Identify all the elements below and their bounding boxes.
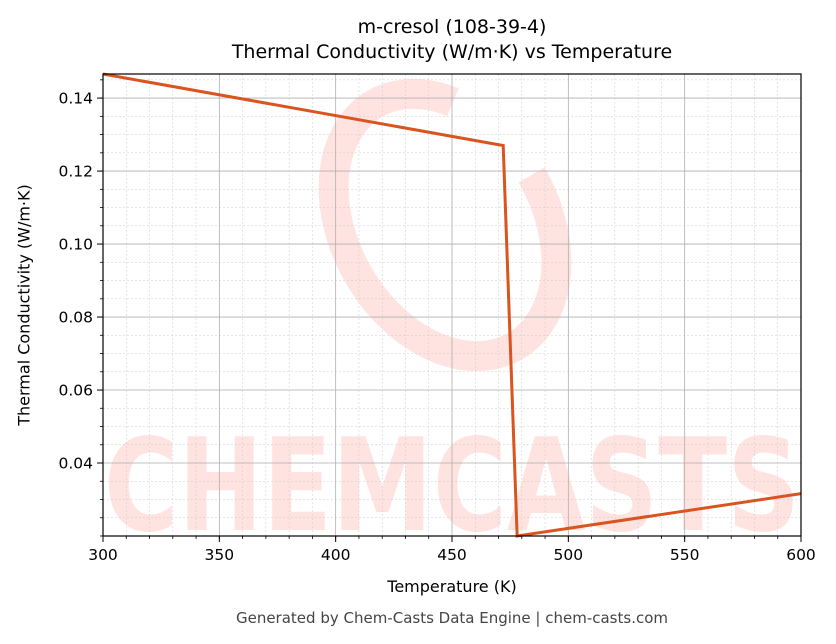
y-tick-label: 0.04	[58, 455, 93, 473]
axis-ticks: 300 350 400 450 500 550 600 0.04 0.06 0.08 0.10 0.1…	[58, 79, 816, 564]
data-series	[102, 72, 802, 538]
x-tick-label: 500	[554, 546, 584, 564]
x-tick-label: 550	[670, 546, 700, 564]
y-tick-label: 0.12	[58, 163, 93, 181]
x-tick-label: 600	[786, 546, 816, 564]
y-tick-label: 0.10	[58, 236, 93, 254]
x-tick-label: 450	[437, 546, 467, 564]
y-tick-label: 0.14	[58, 90, 93, 108]
chart-title: m-cresol (108-39-4)	[357, 16, 547, 38]
x-tick-label: 350	[205, 546, 235, 564]
y-tick-label: 0.06	[58, 382, 93, 400]
x-tick-label: 300	[88, 546, 118, 564]
chart-subtitle: Thermal Conductivity (W/m·K) vs Temperat…	[231, 41, 673, 63]
x-axis-label: Temperature (K)	[387, 577, 517, 596]
footer-credit: Generated by Chem-Casts Data Engine | ch…	[235, 609, 669, 627]
x-tick-label: 400	[321, 546, 351, 564]
y-tick-label: 0.08	[58, 309, 93, 327]
y-axis-label: Thermal Conductivity (W/m·K)	[14, 184, 34, 426]
series-line	[102, 72, 802, 538]
